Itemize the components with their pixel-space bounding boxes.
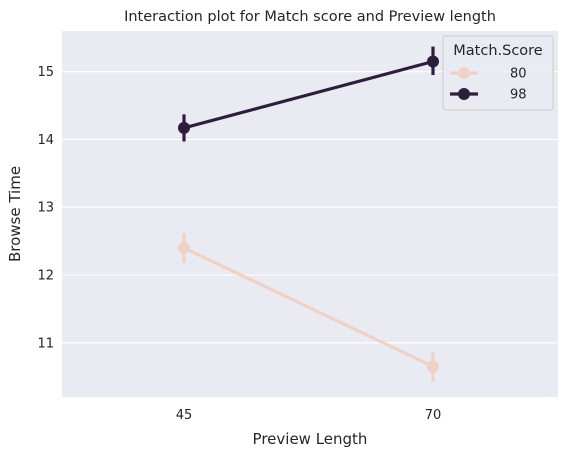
series-line	[182, 59, 435, 130]
legend-entry: 80	[450, 67, 527, 82]
data-point	[427, 360, 439, 373]
data-point	[178, 121, 190, 134]
series-80	[178, 232, 439, 382]
series-98	[178, 46, 439, 142]
data-point	[427, 55, 439, 68]
x-axis-label: Preview Length	[253, 430, 368, 448]
legend-box	[442, 35, 554, 111]
legend-label: 98	[510, 88, 527, 103]
y-tick-labels: 11 12 13 14 15	[37, 65, 54, 351]
grid-lines	[62, 71, 558, 344]
legend-title: Match.Score	[453, 43, 543, 59]
x-tick-labels: 45 70	[176, 408, 442, 423]
legend-entry: 98	[450, 88, 527, 103]
chart-title: Interaction plot for Match score and Pre…	[124, 9, 496, 25]
y-tick-label: 12	[37, 269, 54, 284]
series-layer	[178, 46, 439, 382]
y-tick-label: 15	[37, 65, 54, 80]
y-tick-label: 11	[37, 336, 54, 351]
y-tick-label: 14	[37, 133, 54, 148]
legend-marker	[458, 88, 470, 100]
legend-marker	[458, 67, 470, 79]
x-tick-label: 70	[425, 408, 442, 423]
x-tick-label: 45	[176, 408, 193, 423]
legend-label: 80	[510, 67, 527, 82]
series-line	[182, 246, 435, 369]
y-tick-label: 13	[37, 201, 54, 216]
data-point	[178, 241, 190, 254]
y-axis-label: Browse Time	[6, 166, 24, 262]
